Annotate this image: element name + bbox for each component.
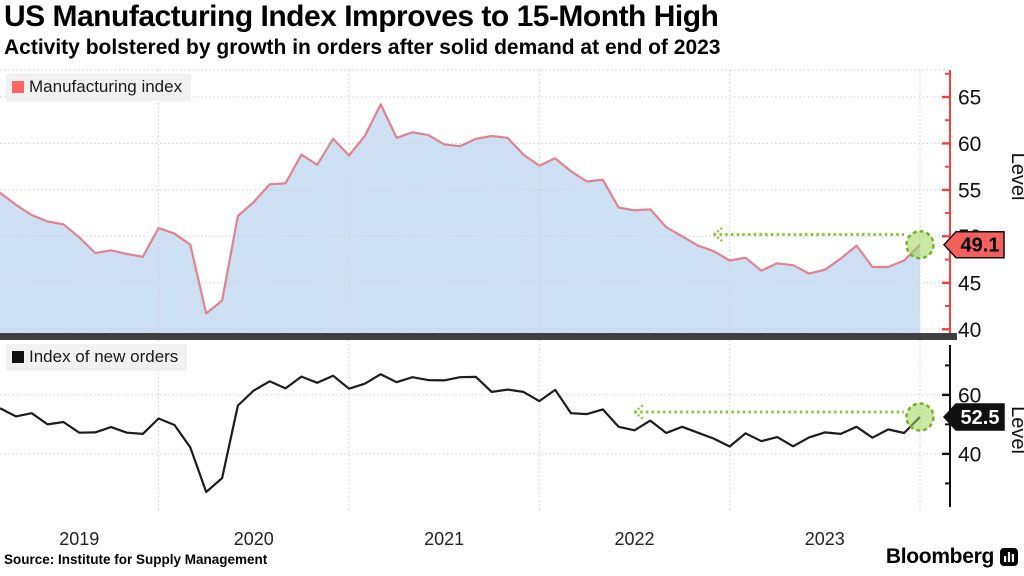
x-tick-label: 2023 <box>805 529 845 549</box>
bloomberg-brand: Bloomberg <box>886 545 1018 569</box>
bloomberg-wordmark: Bloomberg <box>885 545 994 568</box>
last-value-badge <box>942 230 1005 259</box>
y-tick-label: 60 <box>958 133 981 156</box>
legend-label: Manufacturing index <box>29 77 183 96</box>
endpoint-highlight-circle <box>905 402 935 432</box>
bloomberg-mark-icon <box>1000 548 1018 566</box>
manufacturing-index-line <box>0 103 921 315</box>
page-subtitle: Activity bolstered by growth in orders a… <box>4 36 721 59</box>
legend-new-orders: Index of new orders <box>6 344 188 371</box>
annotation-arrowhead-icon <box>713 225 725 236</box>
pane-divider <box>0 333 957 340</box>
x-tick-label: 2019 <box>59 529 99 549</box>
new-orders-line <box>0 373 921 494</box>
source-note: Source: Institute for Supply Management <box>4 552 268 567</box>
x-tick-label: 2021 <box>424 529 464 549</box>
y-axis-title: Level <box>1007 153 1024 201</box>
legend-swatch-icon <box>12 81 24 93</box>
endpoint-highlight-circle <box>905 229 935 260</box>
last-value-badge <box>942 403 1005 431</box>
page-title: US Manufacturing Index Improves to 15-Mo… <box>4 0 719 33</box>
legend-manufacturing-index: Manufacturing index <box>6 74 192 101</box>
legend-label: Index of new orders <box>29 347 179 366</box>
y-tick-label: 40 <box>958 443 981 466</box>
y-tick-label: 60 <box>958 384 981 407</box>
last-value-badge-label: 49.1 <box>961 235 1000 257</box>
manufacturing-index-area <box>0 104 920 334</box>
new-orders-pane: 40 60 2019 2020 2021 2022 2023 52.5 Level <box>0 340 1024 549</box>
legend-swatch-icon <box>12 351 24 363</box>
x-tick-label: 2022 <box>614 529 654 549</box>
y-tick-label: 65 <box>958 87 981 110</box>
y-tick-label: 40 <box>958 319 981 342</box>
annotation-arrowhead-icon <box>633 403 646 413</box>
y-axis-title: Level <box>1007 406 1024 454</box>
y-tick-label: 55 <box>958 179 981 202</box>
last-value-badge-label: 52.5 <box>961 407 1000 429</box>
y-tick-label: 45 <box>958 272 981 295</box>
x-tick-label: 2020 <box>234 529 274 549</box>
